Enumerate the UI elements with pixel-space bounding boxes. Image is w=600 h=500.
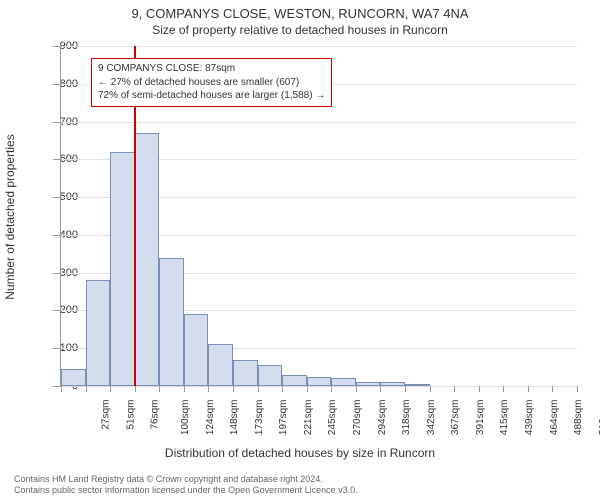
annotation-line-3: 72% of semi-detached houses are larger (…: [98, 89, 325, 103]
x-tick-label: 367sqm: [450, 400, 461, 436]
x-tick-label: 318sqm: [401, 400, 412, 436]
footer-line-1: Contains HM Land Registry data © Crown c…: [14, 474, 358, 485]
x-tick-label: 342sqm: [426, 400, 437, 436]
bar: [159, 258, 184, 386]
x-axis-title: Distribution of detached houses by size …: [0, 446, 600, 460]
annotation-line-2: ← 27% of detached houses are smaller (60…: [98, 76, 325, 90]
bar: [61, 369, 86, 386]
x-tick-label: 245sqm: [328, 400, 339, 436]
x-tick-label: 124sqm: [205, 400, 216, 436]
bar: [331, 378, 356, 386]
chart-subtitle: Size of property relative to detached ho…: [0, 21, 600, 37]
x-tick-label: 51sqm: [125, 400, 136, 430]
x-tick-label: 221sqm: [303, 400, 314, 436]
bar: [405, 384, 430, 386]
x-tick-label: 173sqm: [254, 400, 265, 436]
x-tick-label: 294sqm: [377, 400, 388, 436]
x-tick-label: 415sqm: [500, 400, 511, 436]
bar: [282, 375, 307, 386]
x-tick-label: 488sqm: [573, 400, 584, 436]
x-tick-label: 270sqm: [352, 400, 363, 436]
bar: [380, 382, 405, 386]
chart-container: 9, COMPANYS CLOSE, WESTON, RUNCORN, WA7 …: [0, 0, 600, 500]
bar: [258, 365, 283, 386]
x-tick-label: 391sqm: [475, 400, 486, 436]
annotation-line-1: 9 COMPANYS CLOSE: 87sqm: [98, 62, 325, 76]
bar: [86, 280, 111, 386]
bar: [307, 377, 332, 386]
bar: [184, 314, 209, 386]
page-title: 9, COMPANYS CLOSE, WESTON, RUNCORN, WA7 …: [0, 0, 600, 21]
annotation-box: 9 COMPANYS CLOSE: 87sqm ← 27% of detache…: [91, 58, 332, 107]
footer-line-2: Contains public sector information licen…: [14, 485, 358, 496]
x-tick-label: 27sqm: [101, 400, 112, 430]
bar: [208, 344, 233, 386]
bar: [135, 133, 160, 386]
bar: [356, 382, 381, 386]
y-axis-title: Number of detached properties: [3, 134, 17, 299]
x-tick-label: 439sqm: [524, 400, 535, 436]
x-tick-label: 76sqm: [150, 400, 161, 430]
plot-area: 9 COMPANYS CLOSE: 87sqm ← 27% of detache…: [60, 46, 577, 387]
x-tick-label: 197sqm: [278, 400, 289, 436]
bar: [110, 152, 135, 386]
bar: [233, 360, 258, 386]
footer-text: Contains HM Land Registry data © Crown c…: [14, 474, 358, 497]
x-tick-label: 464sqm: [549, 400, 560, 436]
x-tick-label: 100sqm: [180, 400, 191, 436]
x-tick-label: 148sqm: [229, 400, 240, 436]
